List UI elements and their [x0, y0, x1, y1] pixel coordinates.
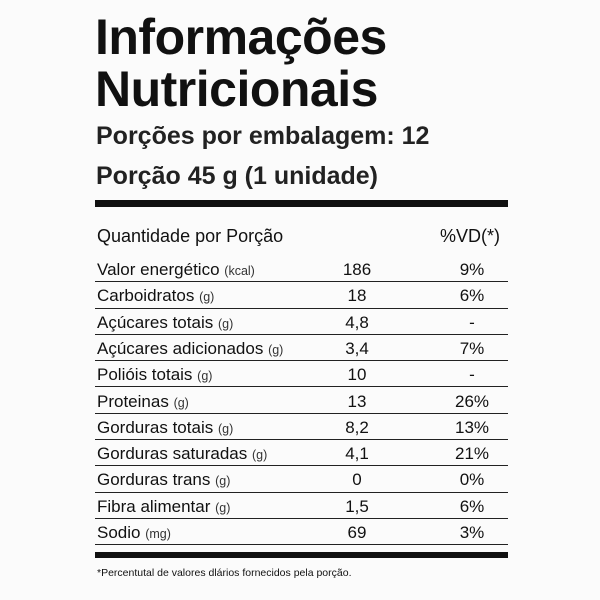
title-line: Nutricionais	[95, 61, 378, 117]
nutrient-name: Açúcares totais (g)	[97, 313, 233, 333]
nutrient-label: Gorduras totais	[97, 417, 214, 437]
nutrient-name: Gorduras totais (g)	[97, 418, 233, 438]
nutrient-unit: (g)	[197, 369, 213, 384]
table-row: Valor energético (kcal) 186 9%	[95, 256, 508, 283]
nutrient-name: Gorduras saturadas (g)	[97, 444, 267, 464]
nutrient-unit: (g)	[215, 474, 231, 489]
nutrient-unit: (g)	[217, 316, 234, 331]
nutrient-unit: (g)	[173, 395, 189, 410]
nutrient-label: Fibra alimentar	[97, 496, 211, 516]
nutrient-label: Açúcares totais	[97, 312, 214, 332]
table-row: Fibra alimentar (g) 1,5 6%	[95, 493, 508, 519]
nutrient-label: Sodio	[97, 523, 141, 542]
nutrient-name: Açúcares adicionados (g)	[97, 339, 283, 359]
top-rule	[95, 200, 508, 207]
nutrient-unit: (g)	[217, 421, 234, 436]
table-row: Açúcares adicionados (g) 3,4 7%	[95, 335, 508, 362]
nutrient-label: Carboidratos	[97, 286, 195, 306]
nutrient-label: Açúcares adicionados	[97, 338, 264, 358]
nutrient-label: Gorduras saturadas	[97, 444, 248, 464]
nutrient-label: Gorduras trans	[97, 470, 211, 490]
nutrient-name: Gorduras trans (g)	[97, 470, 230, 490]
nutrient-name: Polióis totais (g)	[97, 365, 212, 385]
table-row: Gorduras saturadas (g) 4,1 21%	[95, 440, 508, 467]
title-line: Informações	[95, 9, 387, 65]
nutrient-name: Proteinas (g)	[97, 392, 189, 412]
nutrient-unit: (g)	[251, 448, 268, 463]
serving-size: Porção 45 g (1 unidade)	[96, 162, 379, 190]
header-quantity: Quantidade por Porção	[97, 226, 284, 246]
nutrient-name: Sodio (mg)	[97, 523, 171, 543]
nutrient-name: Carboidratos (g)	[97, 286, 214, 306]
table-row: Açúcares totais (g) 4,8-	[95, 309, 508, 335]
table-row: Carboidratos (g) 18 6%	[95, 282, 508, 309]
table-row: Polióis totais (g) 10-	[95, 361, 508, 388]
nutrient-label: Valor energético	[97, 260, 220, 279]
nutrient-unit: (g)	[268, 342, 284, 357]
nutrient-unit: (g)	[199, 290, 215, 305]
header-dv: %VD(*)	[440, 226, 501, 246]
table-row: Gorduras totais (g) 8,2 13%	[95, 414, 508, 441]
table-row: Proteinas (g) 13 26%	[95, 388, 508, 414]
bottom-rule	[95, 552, 508, 558]
nutrient-unit: (mg)	[145, 527, 171, 541]
nutrient-label: Proteinas	[97, 391, 169, 411]
nutrient-unit: (g)	[215, 500, 231, 515]
nutrient-unit: (kcal)	[224, 264, 255, 278]
nutrient-label: Polióis totais	[97, 365, 193, 385]
nutrient-name: Fibra alimentar (g)	[97, 497, 230, 517]
table-row: Sodio (mg) 69 3%	[95, 519, 508, 546]
table-row: Gorduras trans (g) 0 0%	[95, 466, 508, 493]
servings-per-package: Porções por embalagem: 12	[96, 122, 430, 150]
nutrient-name: Valor energético (kcal)	[97, 260, 255, 280]
footnote: *Percentutal de valores dlários fornecid…	[97, 567, 352, 579]
